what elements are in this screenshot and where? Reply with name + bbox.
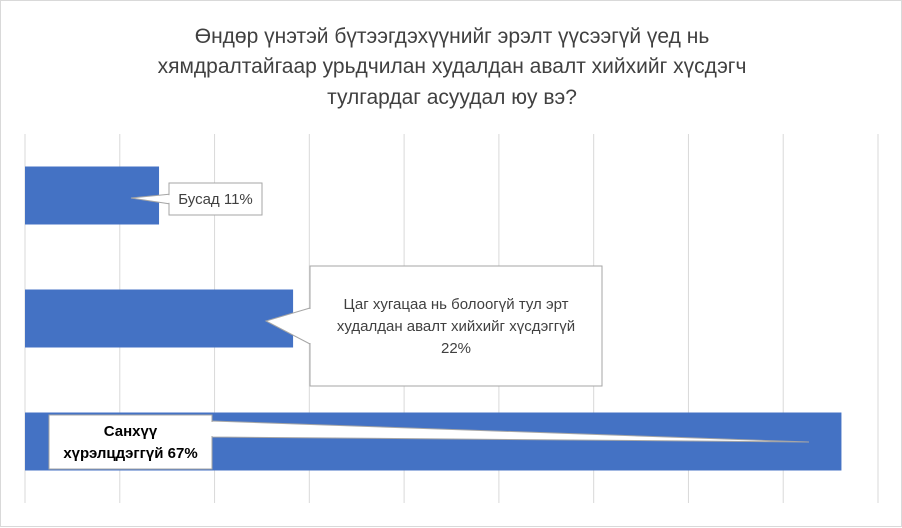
- data-label-2-line-2: худалдан авалт хийхийг хүсдэггүй: [337, 318, 575, 335]
- data-label-1-line-1: Бусад 11%: [178, 191, 253, 208]
- chart-title-line-2: хямдралтайгаар урьдчилан худалдан авалт …: [158, 55, 747, 78]
- callout-box: [168, 182, 263, 216]
- bar-1: [25, 166, 160, 225]
- bar-2: [25, 289, 294, 348]
- data-label-2-line-1: Цаг хугацаа нь болоогүй тул эрт: [344, 296, 569, 313]
- callout-box: [309, 265, 603, 387]
- data-label-3-line-2: хүрэлцдэггүй 67%: [63, 445, 197, 462]
- data-label-3-line-1: Санхүү: [104, 423, 158, 440]
- chart-title-line-1: Өндөр үнэтэй бүтээгдэхүүнийг эрэлт үүсээ…: [195, 25, 710, 48]
- data-labels: Бусад 11% Цаг хугацаа нь болоогүй тул эрт…: [48, 182, 810, 470]
- chart-title-line-3: тулгардаг асуудал юу вэ?: [327, 86, 577, 109]
- callout-box: [48, 414, 213, 470]
- data-label-2-line-3: 22%: [441, 340, 471, 357]
